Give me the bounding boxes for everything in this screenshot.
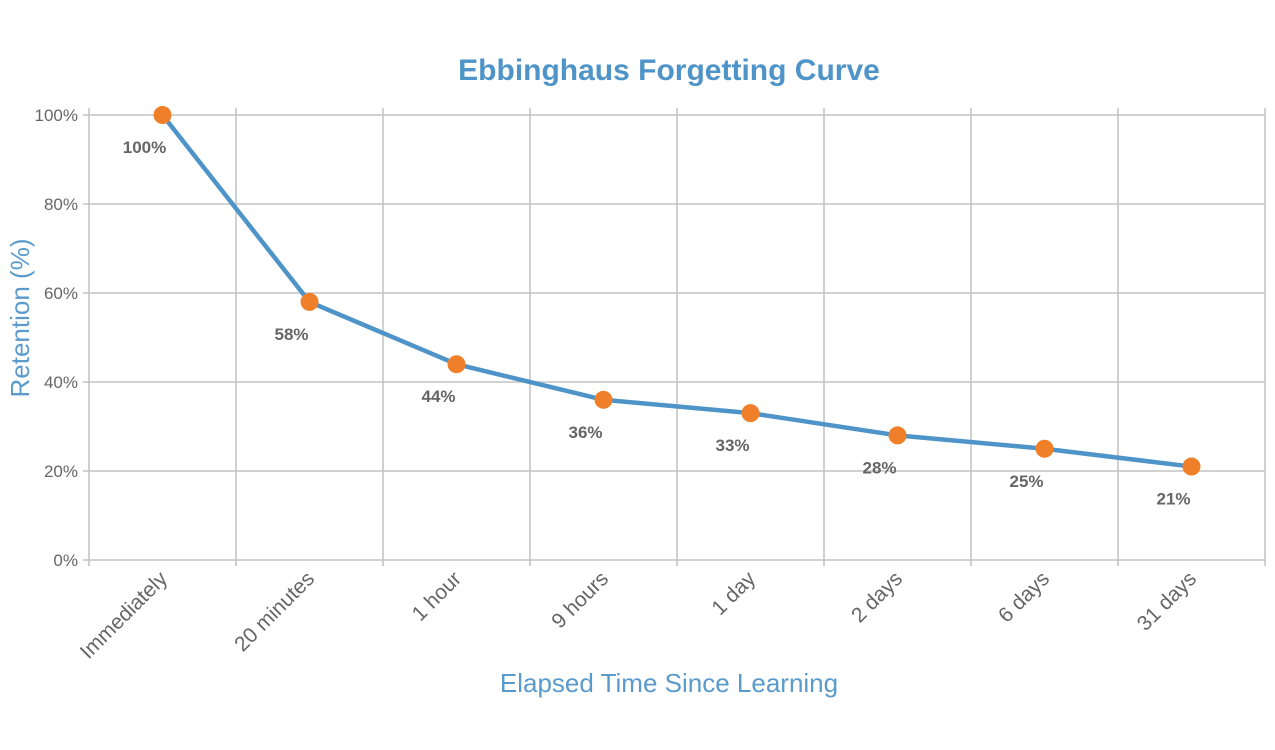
data-point <box>153 106 172 124</box>
x-tick-label: 20 minutes <box>230 567 319 656</box>
x-axis-ticks: Immediately 20 minutes 1 hour 9 hours 1 day 2… <box>76 567 1201 664</box>
data-point <box>1182 457 1201 476</box>
y-tick-label: 20% <box>44 462 78 481</box>
data-point <box>741 404 760 423</box>
x-tick-label: 1 hour <box>408 567 466 625</box>
data-label: 25% <box>1009 472 1043 491</box>
data-label: 28% <box>862 458 896 477</box>
data-label: 44% <box>421 387 455 406</box>
y-tick-label: 100% <box>35 106 78 125</box>
y-axis-label: Retention (%) <box>5 239 35 398</box>
data-label: 100% <box>123 138 166 157</box>
x-tick-label: 1 day <box>707 567 760 620</box>
data-point <box>888 426 907 445</box>
y-tick-label: 80% <box>44 195 78 214</box>
y-tick-label: 0% <box>53 551 78 570</box>
data-label: 36% <box>568 423 602 442</box>
gridlines <box>83 108 1266 566</box>
y-tick-label: 40% <box>44 373 78 392</box>
y-axis-ticks: 0% 20% 40% 60% 80% 100% <box>35 106 78 570</box>
x-tick-label: Immediately <box>76 567 173 664</box>
x-tick-label: 6 days <box>994 567 1054 627</box>
data-point <box>1035 439 1054 458</box>
data-point <box>447 355 466 374</box>
data-point <box>300 292 319 311</box>
y-tick-label: 60% <box>44 284 78 303</box>
x-axis-label: Elapsed Time Since Learning <box>500 668 838 698</box>
data-label: 58% <box>274 325 308 344</box>
x-tick-label: 31 days <box>1133 567 1201 635</box>
chart-title: Ebbinghaus Forgetting Curve <box>458 54 880 87</box>
data-point <box>594 390 613 409</box>
x-tick-label: 2 days <box>847 567 907 627</box>
series-line <box>160 113 1192 469</box>
x-tick-label: 9 hours <box>547 567 613 633</box>
data-label: 21% <box>1156 490 1190 509</box>
retention-series: 100% 58% 44% 36% 33% 28% 25% 21% <box>123 106 1201 509</box>
data-label: 33% <box>715 436 749 455</box>
